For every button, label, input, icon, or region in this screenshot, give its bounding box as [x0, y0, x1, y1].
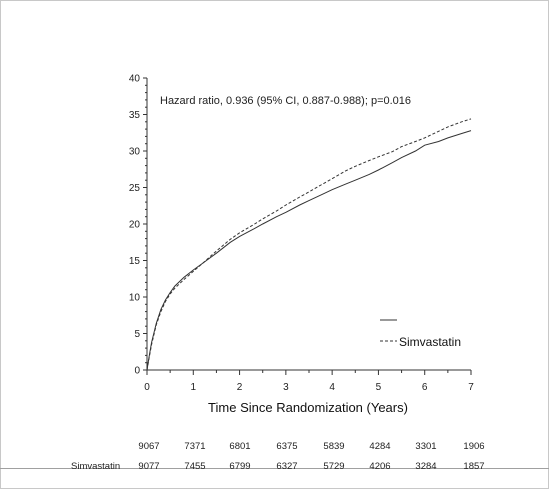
x-tick-label: 1 — [191, 382, 197, 393]
y-tick-label: 25 — [129, 183, 141, 194]
y-tick-label: 40 — [129, 74, 141, 85]
risk-cell: 9067 — [138, 441, 159, 452]
risk-cell: 4284 — [369, 441, 390, 452]
x-axis-label: Time Since Randomization (Years) — [208, 400, 408, 415]
number-at-risk-table: 9067 7371 6801 6375 5839 4284 3301 1906 Simvasta… — [71, 441, 485, 472]
y-tick-label: 5 — [134, 329, 140, 340]
y-tick-label: 0 — [134, 366, 140, 377]
risk-cell: 6375 — [276, 441, 297, 452]
risk-cell: 3301 — [415, 441, 436, 452]
y-tick-label: 10 — [129, 293, 141, 304]
y-tick-label: 15 — [129, 256, 141, 267]
risk-cell: 1906 — [463, 441, 484, 452]
y-ticks: 0 5 10 15 20 25 30 35 40 — [129, 74, 147, 377]
x-ticks: 0 1 2 3 4 5 6 7 — [144, 370, 474, 393]
series-line-simvastatin — [146, 118, 472, 371]
x-tick-label: 2 — [237, 382, 243, 393]
risk-cell: 9077 — [138, 461, 159, 472]
risk-cell: 6327 — [276, 461, 297, 472]
risk-cell: 6801 — [229, 441, 250, 452]
series-lines — [146, 118, 472, 371]
y-tick-label: 35 — [129, 110, 141, 121]
hazard-ratio-annotation: Hazard ratio, 0.936 (95% CI, 0.887-0.988… — [160, 95, 411, 107]
x-tick-label: 3 — [283, 382, 289, 393]
x-tick-label: 0 — [144, 382, 150, 393]
risk-cell: 6799 — [229, 461, 250, 472]
risk-cell: 3284 — [415, 461, 436, 472]
x-tick-label: 4 — [329, 382, 335, 393]
x-tick-label: 7 — [468, 382, 474, 393]
risk-cell: 4206 — [369, 461, 390, 472]
risk-cell: 5729 — [323, 461, 344, 472]
x-tick-label: 6 — [422, 382, 428, 393]
x-tick-label: 5 — [376, 382, 382, 393]
series-line-solid — [146, 130, 472, 371]
risk-cell: 7371 — [184, 441, 205, 452]
risk-row-label: Simvastatin — [71, 461, 120, 472]
y-tick-label: 20 — [129, 220, 141, 231]
risk-cell: 1857 — [463, 461, 484, 472]
axes — [146, 78, 471, 371]
risk-cell: 5839 — [323, 441, 344, 452]
y-tick-label: 30 — [129, 147, 141, 158]
table-divider — [0, 468, 549, 469]
legend: Simvastatin — [380, 319, 461, 349]
legend-label-simvastatin: Simvastatin — [399, 335, 461, 349]
risk-cell: 7455 — [184, 461, 205, 472]
